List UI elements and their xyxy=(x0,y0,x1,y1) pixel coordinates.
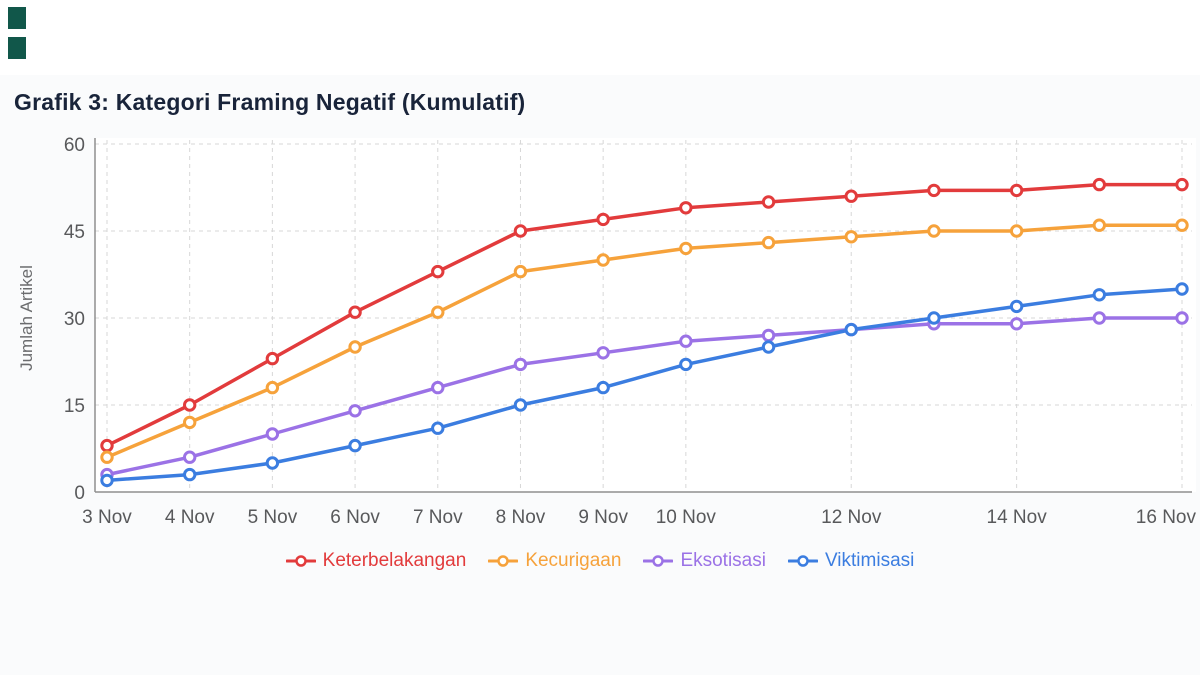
x-tick-label: 10 Nov xyxy=(656,507,717,528)
data-point-keterbelakangan xyxy=(1009,183,1024,198)
data-point-kecurigaan xyxy=(1175,218,1189,232)
legend-label: Keterbelakangan xyxy=(322,550,467,571)
series-line-eksotisasi xyxy=(105,316,1184,477)
data-point-kecurigaan xyxy=(431,305,445,319)
data-point-eksotisasi xyxy=(596,346,610,360)
legend-label: Eksotisasi xyxy=(680,550,766,571)
data-point-viktimisasi xyxy=(1009,299,1024,314)
data-point-viktimisasi xyxy=(844,322,858,337)
data-point-kecurigaan xyxy=(182,415,197,430)
data-point-keterbelakangan xyxy=(513,224,528,238)
legend-marker-icon xyxy=(488,555,519,567)
data-point-kecurigaan xyxy=(927,224,941,238)
data-point-viktimisasi xyxy=(513,398,528,412)
legend-label: Viktimisasi xyxy=(824,550,915,571)
chart-legend: Keterbelakangan Kecurigaan Eksotisasi Vikti… xyxy=(0,550,1200,572)
data-point-viktimisasi xyxy=(761,340,776,354)
x-tick-label: 9 Nov xyxy=(578,507,628,528)
x-tick-label: 6 Nov xyxy=(330,507,380,528)
data-point-eksotisasi xyxy=(761,328,776,343)
x-tick-label: 3 Nov xyxy=(82,507,132,528)
x-tick-label: 8 Nov xyxy=(496,507,546,528)
y-tick-label: 15 xyxy=(64,396,85,417)
series-line-kecurigaan xyxy=(105,223,1184,459)
data-point-kecurigaan xyxy=(1009,224,1024,238)
data-point-keterbelakangan xyxy=(679,201,693,215)
chart-panel: Grafik 3: Kategori Framing Negatif (Kumu… xyxy=(0,75,1200,675)
data-point-eksotisasi xyxy=(1175,311,1189,325)
legend-item-viktimisasi[interactable]: Viktimisasi xyxy=(787,550,915,572)
legend-marker-icon xyxy=(285,555,316,567)
x-tick-label: 7 Nov xyxy=(413,507,463,528)
data-point-keterbelakangan xyxy=(1175,177,1189,192)
data-point-keterbelakangan xyxy=(927,183,941,198)
data-point-viktimisasi xyxy=(182,467,197,482)
data-point-kecurigaan xyxy=(348,340,362,354)
data-point-keterbelakangan xyxy=(761,195,776,209)
data-point-kecurigaan xyxy=(100,450,114,464)
data-point-keterbelakangan xyxy=(596,212,610,227)
data-point-kecurigaan xyxy=(679,241,693,256)
data-point-keterbelakangan xyxy=(1092,177,1107,192)
data-point-eksotisasi xyxy=(348,404,362,418)
y-tick-label: 60 xyxy=(64,135,85,156)
data-point-kecurigaan xyxy=(513,264,528,279)
data-point-eksotisasi xyxy=(1009,317,1024,331)
data-point-eksotisasi xyxy=(431,380,445,395)
legend-marker-icon xyxy=(643,555,674,567)
line-chart: 0 15 30 45 60 3 Nov 4 Nov 5 Nov 6 Nov 7 Nov 8 Nov 9… xyxy=(17,135,1197,528)
corner-mark-2 xyxy=(8,37,26,59)
series-line-viktimisasi xyxy=(105,287,1184,483)
data-point-eksotisasi xyxy=(182,450,197,464)
data-point-viktimisasi xyxy=(596,380,610,395)
data-point-viktimisasi xyxy=(265,456,280,470)
data-point-eksotisasi xyxy=(265,427,280,441)
data-point-kecurigaan xyxy=(265,380,280,395)
data-point-viktimisasi xyxy=(1175,282,1189,296)
top-strip xyxy=(0,0,1200,75)
data-point-eksotisasi xyxy=(679,334,693,348)
data-point-viktimisasi xyxy=(431,421,445,435)
data-point-keterbelakangan xyxy=(265,351,280,366)
y-tick-label: 30 xyxy=(64,309,85,330)
data-point-kecurigaan xyxy=(761,235,776,250)
data-point-viktimisasi xyxy=(927,311,941,325)
x-tick-label: 12 Nov xyxy=(821,507,882,528)
x-tick-label: 16 Nov xyxy=(1136,507,1197,528)
data-point-eksotisasi xyxy=(1092,311,1107,325)
chart-title: Grafik 3: Kategori Framing Negatif (Kumu… xyxy=(14,89,526,115)
x-tick-label: 5 Nov xyxy=(248,507,298,528)
y-tick-label: 0 xyxy=(74,483,85,504)
data-point-viktimisasi xyxy=(100,473,114,488)
x-tick-label: 4 Nov xyxy=(165,507,215,528)
data-point-keterbelakangan xyxy=(100,438,114,453)
data-point-keterbelakangan xyxy=(348,305,362,319)
data-point-keterbelakangan xyxy=(182,398,197,412)
data-point-viktimisasi xyxy=(679,357,693,372)
y-tick-label: 45 xyxy=(64,222,85,243)
data-point-keterbelakangan xyxy=(844,189,858,203)
legend-marker-icon xyxy=(787,555,818,567)
corner-mark-1 xyxy=(8,7,26,29)
data-point-viktimisasi xyxy=(348,438,362,453)
data-point-kecurigaan xyxy=(844,230,858,244)
data-point-viktimisasi xyxy=(1092,288,1107,302)
data-point-kecurigaan xyxy=(596,253,610,267)
legend-item-eksotisasi[interactable]: Eksotisasi xyxy=(643,550,766,572)
data-point-keterbelakangan xyxy=(431,264,445,279)
data-point-eksotisasi xyxy=(513,357,528,372)
legend-item-kecurigaan[interactable]: Kecurigaan xyxy=(488,550,621,572)
legend-label: Kecurigaan xyxy=(525,550,622,571)
x-tick-label: 14 Nov xyxy=(987,507,1048,528)
y-axis-title: Jumlah Artikel xyxy=(17,265,36,371)
series-line-keterbelakangan xyxy=(105,182,1184,448)
legend-item-keterbelakangan[interactable]: Keterbelakangan xyxy=(285,550,467,572)
data-point-kecurigaan xyxy=(1092,218,1107,232)
